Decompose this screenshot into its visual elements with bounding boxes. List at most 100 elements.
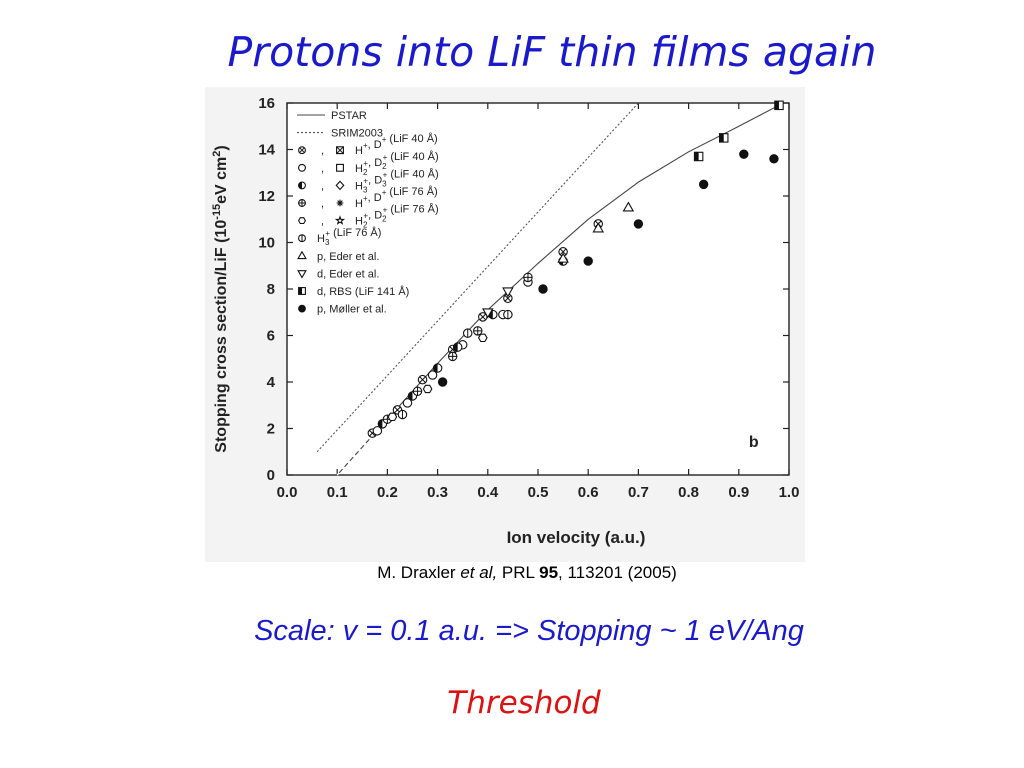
y-tick-label: 6 [267, 328, 275, 345]
citation-volume: 95 [539, 563, 559, 582]
stopping-chart-panel: 0.0 0.1 0.2 0.3 0.4 0.5 0.6 0.7 0.8 0.9 1.0 0 2 4 6 8 10… [205, 87, 805, 562]
data-point [462, 328, 473, 338]
legend-label: H+, D+ (LiF 40 Å) [355, 132, 438, 157]
legend-entry: SRIM2003 [297, 128, 383, 140]
legend-symbol [334, 215, 346, 225]
data-point [583, 256, 593, 266]
data-point [693, 151, 704, 162]
legend-label: d, RBS (LiF 141 Å) [317, 285, 409, 298]
legend-symbol [297, 250, 307, 260]
y-tick-label: 4 [267, 374, 276, 391]
legend-separator: , [321, 163, 324, 175]
x-tick-label: 0.5 [528, 484, 549, 501]
x-tick-label: 0.8 [678, 484, 699, 501]
slide-title: Protons into LiF thin films again [227, 28, 877, 76]
x-tick-label: 0.2 [377, 484, 398, 501]
legend-label: H3+, D3+ (LiF 40 Å) [355, 167, 439, 194]
data-point [402, 398, 413, 408]
x-tick-label: 0.6 [578, 484, 599, 501]
data-point [633, 219, 644, 229]
legend-entry: d, Eder et al. [297, 268, 379, 280]
data-point [774, 100, 784, 111]
y-tick-label: 0 [267, 467, 275, 484]
threshold-note: Threshold [447, 685, 601, 721]
data-point [557, 252, 569, 263]
legend-symbol [297, 217, 307, 225]
y-tick-label: 10 [258, 235, 275, 252]
legend-entry: p, Eder et al. [297, 250, 379, 263]
legend-entry: H3+ (LiF 76 Å) [298, 226, 381, 247]
legend-entry: , H+, D+ (LiF 76 Å) [298, 185, 438, 210]
data-point [718, 133, 729, 143]
data-point [622, 201, 635, 212]
citation-author: M. Draxler [377, 563, 456, 582]
y-tick-label: 14 [258, 142, 275, 159]
data-point [482, 308, 494, 319]
stopping-chart: 0.0 0.1 0.2 0.3 0.4 0.5 0.6 0.7 0.8 0.9 1.0 0 2 4 6 8 10… [211, 95, 800, 547]
data-point [412, 386, 423, 397]
plot-frame [286, 102, 790, 476]
legend-separator: , [321, 216, 324, 228]
legend-entry: d, RBS (LiF 141 Å) [298, 285, 409, 298]
legend-symbol [336, 199, 344, 207]
legend-entry: PSTAR [297, 110, 367, 122]
legend-label: H+, D+ (LiF 76 Å) [355, 185, 438, 210]
legend-separator: , [321, 180, 324, 192]
data-point [452, 342, 463, 352]
citation-article: , 113201 (2005) [558, 563, 677, 582]
data-point [523, 272, 533, 283]
citation-journal: PRL [501, 563, 535, 582]
legend-symbol [298, 234, 306, 243]
legend-symbol [335, 180, 345, 191]
data-point [538, 284, 548, 294]
x-axis-label: Ion velocity (a.u.) [507, 528, 646, 547]
x-tick-label: 0.3 [427, 484, 448, 501]
data-point [502, 287, 514, 298]
x-tick-label: 0.4 [477, 484, 499, 501]
legend-separator: , [321, 198, 324, 210]
legend-entry: , H2+, D2+ (LiF 40 Å) [298, 150, 439, 177]
data-point [698, 179, 709, 190]
legend-separator: , [321, 145, 324, 157]
legend-symbol [298, 304, 306, 313]
legend-entry: , H+, D+ (LiF 40 Å) [298, 132, 438, 157]
data-point [477, 333, 488, 343]
data-point [478, 312, 488, 322]
legend-symbol [336, 146, 344, 155]
legend-label: H2+, D2+ (LiF 76 Å) [355, 203, 439, 230]
data-point [387, 412, 398, 422]
data-point [437, 377, 448, 387]
y-tick-label: 12 [258, 188, 275, 205]
x-tick-label: 0.7 [628, 484, 649, 501]
legend-entry: , H3+, D3+ (LiF 40 Å) [298, 167, 439, 194]
legend-label: PSTAR [331, 110, 367, 122]
x-tick-label: 1.0 [779, 484, 800, 501]
data-point [397, 409, 408, 420]
panel-label: b [749, 434, 759, 451]
scale-note: Scale: v = 0.1 a.u. => Stopping ~ 1 eV/A… [254, 615, 804, 647]
legend-label: SRIM2003 [331, 128, 383, 140]
data-point [417, 374, 428, 385]
legend-symbol [336, 163, 344, 172]
legend-label: p, Møller et al. [317, 304, 387, 316]
x-tick-label: 0.0 [277, 484, 298, 501]
data-point [422, 384, 433, 394]
citation-etal: et al, [460, 563, 498, 582]
legend-entry: , H2+, D2+ (LiF 76 Å) [297, 203, 439, 230]
data-point [739, 149, 749, 159]
legend-symbol [297, 270, 307, 279]
legend-label: H2+, D2+ (LiF 40 Å) [355, 150, 439, 177]
line-srim2003 [316, 102, 639, 453]
y-tick-label: 8 [267, 281, 275, 298]
legend-symbol [298, 199, 306, 207]
legend-symbol [298, 181, 306, 190]
data-point [432, 363, 443, 373]
y-axis-label: Stopping cross section/LiF (10-15eV cm2) [211, 145, 230, 452]
legend-label: H3+ (LiF 76 Å) [317, 226, 381, 247]
data-point [473, 326, 483, 336]
legend-symbol [298, 287, 306, 295]
data-point [427, 370, 438, 380]
legend-label: d, Eder et al. [317, 268, 379, 280]
data-point [447, 351, 458, 362]
data-point [592, 222, 605, 233]
